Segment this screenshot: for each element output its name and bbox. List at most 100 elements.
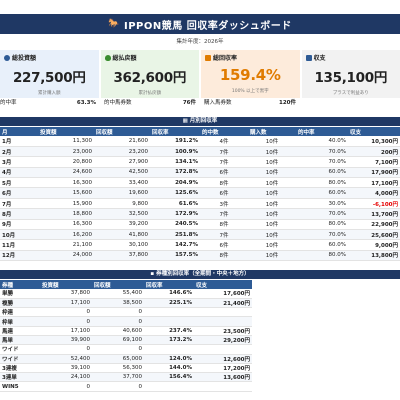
monthly-section-label: 月別回収率 bbox=[189, 118, 218, 124]
table-cell: 29,200円 bbox=[194, 335, 252, 346]
column-header: 回収額 bbox=[92, 280, 144, 289]
table-cell: 38,500 bbox=[92, 298, 144, 309]
horse-icon: 🐎 bbox=[108, 19, 120, 29]
table-cell: 1月 bbox=[0, 136, 38, 147]
table-cell: 17,600円 bbox=[194, 289, 252, 299]
table-cell: 6月 bbox=[0, 187, 38, 199]
table-cell: 9,000円 bbox=[348, 239, 400, 251]
table-cell: 10件 bbox=[248, 187, 296, 199]
table-cell: 60.0% bbox=[296, 187, 348, 199]
table-row: 9月 16,300 39,200 240.5% 8件 10件 80.0% 22,900円 bbox=[0, 219, 400, 231]
bettype-table: 券種 投資額 回収額 回収率 収支 単勝 37,800 55,400 146.6% 17,600… bbox=[0, 280, 252, 392]
card-balance: 収支 135,100円 プラスで利益あり bbox=[301, 50, 400, 98]
table-cell: 枠連 bbox=[0, 307, 40, 318]
table-cell: 12,600円 bbox=[194, 354, 252, 364]
table-row: 3連単 24,100 37,700 156.4% 13,600円 bbox=[0, 372, 252, 383]
table-cell: 80.0% bbox=[296, 250, 348, 262]
monthly-table: 月投資額 回収額 回収率 的中数 購入数 的中率 収支 1月 11,300 21,600 191.… bbox=[0, 127, 400, 262]
table-cell: 39,900 bbox=[40, 335, 92, 346]
table-cell: 6件 bbox=[200, 167, 248, 179]
table-cell: 3月 bbox=[0, 156, 38, 168]
table-row: 4月 24,600 42,500 172.8% 6件 10件 60.0% 17,900円 bbox=[0, 167, 400, 179]
table-cell: 10件 bbox=[248, 177, 296, 189]
table-row: 11月 21,100 30,100 142.7% 6件 10件 60.0% 9,000円 bbox=[0, 239, 400, 251]
table-cell: 5月 bbox=[0, 177, 38, 189]
table-cell: 27,900 bbox=[94, 156, 150, 168]
table-row: 8月 18,800 32,500 172.9% 7件 10件 70.0% 13,700円 bbox=[0, 208, 400, 220]
stat-purchase-count: 購入馬券数 120件 bbox=[200, 99, 300, 108]
table-cell: 10件 bbox=[248, 250, 296, 262]
column-header: 回収率 bbox=[150, 127, 200, 136]
table-cell: 単勝 bbox=[0, 289, 40, 299]
table-row: 馬連 17,100 40,600 237.4% 23,500円 bbox=[0, 326, 252, 337]
table-cell: 20,800 bbox=[38, 156, 94, 168]
table-cell: 3件 bbox=[200, 198, 248, 210]
table-cell bbox=[194, 381, 252, 392]
table-cell: 204.9% bbox=[150, 177, 200, 189]
column-header: 収支 bbox=[194, 280, 252, 289]
card-note: 累計払戻額 bbox=[138, 91, 162, 96]
table-cell: 33,400 bbox=[94, 177, 150, 189]
table-cell: 12月 bbox=[0, 250, 38, 262]
ticket-icon: ▪ bbox=[150, 271, 157, 277]
table-cell: 23,500円 bbox=[194, 326, 252, 337]
table-cell: 30,100 bbox=[94, 239, 150, 251]
table-cell: 10件 bbox=[248, 229, 296, 241]
card-value: 135,100円 bbox=[314, 70, 388, 86]
table-cell: 10件 bbox=[248, 208, 296, 220]
column-header: 的中率 bbox=[296, 127, 348, 136]
table-cell: 8件 bbox=[200, 250, 248, 262]
card-total-investment: 総投資額 227,500円 累計購入額 bbox=[0, 50, 99, 98]
table-cell: 6件 bbox=[200, 239, 248, 251]
table-cell: 11月 bbox=[0, 239, 38, 251]
chart-icon bbox=[205, 54, 211, 61]
table-cell: 142.7% bbox=[150, 239, 200, 251]
table-cell: 21,100 bbox=[38, 239, 94, 251]
table-cell: 17,100 bbox=[40, 298, 92, 309]
money-bag-icon bbox=[104, 54, 111, 61]
table-cell: 70.0% bbox=[296, 156, 348, 168]
table-cell: 22,900円 bbox=[348, 219, 400, 231]
table-cell bbox=[144, 316, 194, 327]
table-cell: 10件 bbox=[248, 136, 296, 147]
table-cell: 39,200 bbox=[94, 219, 150, 231]
table-cell: 240.5% bbox=[150, 219, 200, 231]
table-cell: 39,100 bbox=[40, 363, 92, 374]
table-cell: 17,900円 bbox=[348, 167, 400, 179]
dashboard-title: IPPON競馬 回収率ダッシュボード bbox=[123, 20, 292, 32]
stat-hit-count: 的中馬券数 76件 bbox=[100, 99, 200, 108]
table-cell: 70.0% bbox=[296, 146, 348, 158]
table-cell: 10件 bbox=[248, 198, 296, 210]
table-cell: 172.9% bbox=[150, 208, 200, 220]
table-cell: 65,000 bbox=[92, 354, 144, 364]
table-cell: 21,400円 bbox=[194, 298, 252, 309]
table-cell: 251.8% bbox=[150, 229, 200, 241]
table-cell: 19,600 bbox=[94, 187, 150, 199]
table-row: 7月 15,900 9,800 61.6% 3件 10件 30.0% -6,100円 bbox=[0, 198, 400, 210]
table-row: WIN5 0 0 bbox=[0, 381, 252, 392]
column-header: 月 bbox=[0, 127, 38, 136]
card-note: プラスで利益あり bbox=[332, 91, 369, 96]
table-cell: 237.4% bbox=[144, 326, 194, 337]
table-cell: 24,000 bbox=[38, 250, 94, 262]
stat-hit-rate: 的中率 63.3% bbox=[0, 99, 100, 108]
bettype-header-row: 券種 投資額 回収額 回収率 収支 bbox=[0, 280, 252, 289]
card-value: 362,600円 bbox=[113, 70, 187, 86]
year-label: 集計年度：2026年 bbox=[0, 36, 400, 48]
table-cell: 125.6% bbox=[150, 187, 200, 199]
table-cell: 55,400 bbox=[92, 289, 144, 299]
table-cell bbox=[194, 344, 252, 355]
table-cell: 69,100 bbox=[92, 335, 144, 346]
table-cell: 馬単 bbox=[0, 335, 40, 346]
column-header: 回収額 bbox=[94, 127, 150, 136]
table-cell: 2月 bbox=[0, 146, 38, 158]
table-cell: 0 bbox=[40, 344, 92, 355]
monthly-header-row: 月投資額 回収額 回収率 的中数 購入数 的中率 収支 bbox=[0, 127, 400, 136]
column-header: 投資額 bbox=[38, 127, 94, 136]
table-cell: 10,300円 bbox=[348, 136, 400, 147]
table-cell: 37,700 bbox=[92, 372, 144, 383]
table-cell: 146.6% bbox=[144, 289, 194, 299]
table-cell: 10件 bbox=[248, 167, 296, 179]
card-title: 収支 bbox=[313, 55, 326, 62]
table-row: 3月 20,800 27,900 134.1% 7件 10件 70.0% 7,100円 bbox=[0, 156, 400, 168]
